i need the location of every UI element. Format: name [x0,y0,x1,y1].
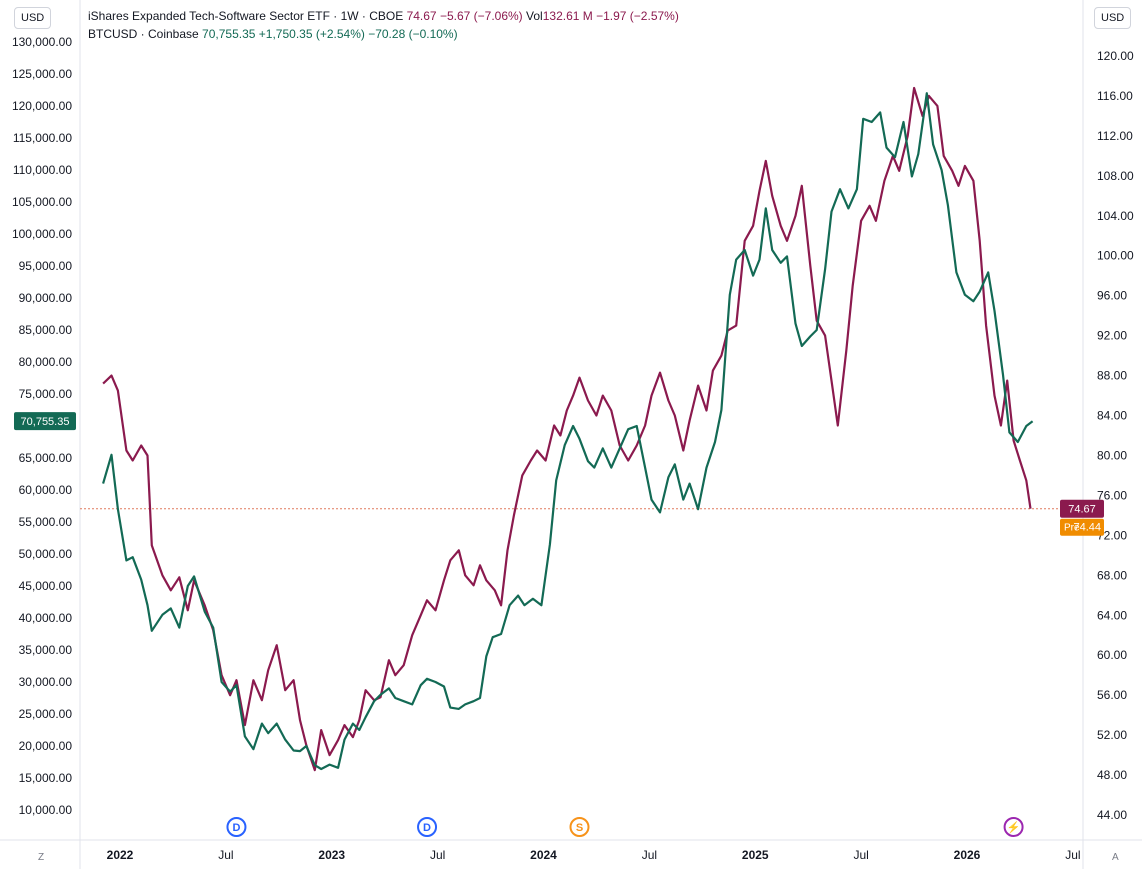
time-axis[interactable]: 2022 Jul 2023 Jul 2024 Jul 2025 Jul 2026 Jul [107,848,1081,862]
etf-price-line [102,86,1032,772]
right-tick-label: 60.00 [1097,648,1127,662]
etf-price-tag [1060,499,1104,518]
left-scale-currency[interactable]: USD [14,7,52,29]
left-tick-label: 115,000.00 [13,131,72,145]
left-tick-label: 20,000.00 [19,739,73,753]
premarket-tag-value: 74.44 [1073,522,1101,534]
right-price-axis[interactable]: 44.00 48.00 52.00 56.00 60.00 64.00 68.00 72.00… [1097,49,1134,822]
legend-vol-value: 132.61 M [542,9,593,23]
left-tick-label: 30,000.00 [19,675,73,689]
right-tick-label: 120.00 [1097,49,1134,63]
time-tick-label: 2025 [742,848,769,862]
dividend-event-icon: D [232,822,240,834]
legend-btc-row[interactable]: BTCUSD · Coinbase 70,755.35 +1,750.35 (+… [88,25,679,43]
btc-price-tag [14,412,76,431]
left-tick-label: 35,000.00 [19,643,73,657]
left-tick-label: 80,000.00 [19,355,73,369]
legend-vol-change: −1.97 (−2.57%) [596,9,679,23]
right-tick-label: 92.00 [1097,329,1127,343]
dividend-event-marker [417,817,438,837]
right-tick-label: 56.00 [1097,688,1127,702]
time-tick-label: Jul [642,848,657,862]
event-markers: D D S ⚡ [226,817,1024,837]
right-tick-label: 76.00 [1097,488,1127,502]
time-tick-label: 2026 [954,848,981,862]
left-tick-label: 85,000.00 [19,323,73,337]
time-tick-label: 2023 [318,848,345,862]
left-tick-label: 105,000.00 [12,195,72,209]
left-tick-label: 55,000.00 [19,515,73,529]
right-tick-label: 68.00 [1097,568,1127,582]
left-price-axis[interactable]: 10,000.00 15,000.00 20,000.00 25,000.00 30,0… [12,35,72,817]
btc-price-line [102,92,1034,771]
earnings-event-icon: ⚡ [1007,821,1021,834]
left-tick-label: 90,000.00 [19,291,73,305]
left-tick-label: 60,000.00 [19,483,73,497]
legend-etf-price: 74.67 [406,9,437,23]
time-axis-corner-right[interactable]: A [1112,852,1119,863]
right-tick-label: 88.00 [1097,369,1127,383]
right-tick-label: 48.00 [1097,768,1127,782]
right-tick-label: 104.00 [1097,209,1134,223]
left-tick-label: 125,000.00 [12,67,72,81]
left-tick-label: 45,000.00 [19,579,73,593]
right-tick-label: 72.00 [1097,528,1127,542]
legend-btc-name[interactable]: BTCUSD · Coinbase [88,27,199,41]
premarket-tag-label: Pre [1064,523,1080,534]
legend-btc-change2: −70.28 (−0.10%) [368,27,458,41]
right-tick-label: 44.00 [1097,808,1127,822]
legend: iShares Expanded Tech-Software Sector ET… [88,7,679,43]
time-tick-label: Jul [853,848,868,862]
left-tick-label: 40,000.00 [19,611,73,625]
right-scale-currency[interactable]: USD [1094,7,1132,29]
legend-etf-row[interactable]: iShares Expanded Tech-Software Sector ET… [88,7,679,25]
time-tick-label: 2022 [107,848,134,862]
left-tick-label: 110,000.00 [13,163,72,177]
left-tick-label: 65,000.00 [19,451,73,465]
time-tick-label: Jul [430,848,445,862]
time-tick-label: Jul [1065,848,1080,862]
left-tick-label: 75,000.00 [19,387,73,401]
right-tick-label: 108.00 [1097,169,1134,183]
left-tick-label: 10,000.00 [19,803,73,817]
legend-btc-change: +1,750.35 (+2.54%) [258,27,365,41]
right-tick-label: 96.00 [1097,289,1127,303]
left-tick-label: 130,000.00 [12,35,72,49]
legend-etf-change: −5.67 (−7.06%) [439,9,523,23]
right-tick-label: 84.00 [1097,409,1127,423]
legend-vol-label: Vol [526,9,543,23]
legend-etf-name[interactable]: iShares Expanded Tech-Software Sector ET… [88,9,404,23]
split-event-marker [569,817,590,837]
left-tick-label: 15,000.00 [19,771,73,785]
earnings-event-marker [1003,817,1024,837]
dividend-event-icon: D [423,822,431,834]
right-tick-label: 52.00 [1097,728,1127,742]
left-tick-label: 100,000.00 [12,227,72,241]
left-tick-label: 25,000.00 [19,707,73,721]
btc-price-tag-label: 70,755.35 [21,416,70,428]
split-event-icon: S [576,822,583,834]
left-tick-label: 95,000.00 [19,259,73,273]
right-tick-label: 64.00 [1097,608,1127,622]
time-tick-label: Jul [218,848,233,862]
time-axis-corner-left[interactable]: Z [38,852,44,863]
right-tick-label: 100.00 [1097,249,1134,263]
right-tick-label: 112.00 [1097,129,1133,143]
etf-price-tag-label: 74.67 [1068,504,1096,516]
right-tick-label: 116.00 [1097,89,1133,103]
plot-layer [80,86,1083,772]
time-tick-label: 2024 [530,848,557,862]
dividend-event-marker [226,817,247,837]
legend-btc-price: 70,755.35 [202,27,256,41]
right-tick-label: 80.00 [1097,448,1127,462]
left-tick-label: 120,000.00 [12,99,72,113]
left-tick-label: 50,000.00 [19,547,73,561]
premarket-tag [1060,518,1104,536]
